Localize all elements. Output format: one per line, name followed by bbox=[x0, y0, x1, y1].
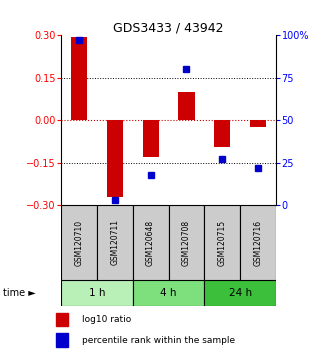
Bar bbox=[250, 120, 266, 127]
FancyBboxPatch shape bbox=[240, 205, 276, 280]
Text: 4 h: 4 h bbox=[160, 288, 177, 298]
FancyBboxPatch shape bbox=[204, 205, 240, 280]
Text: GSM120648: GSM120648 bbox=[146, 219, 155, 266]
Text: percentile rank within the sample: percentile rank within the sample bbox=[82, 336, 235, 345]
Text: time ►: time ► bbox=[3, 288, 36, 298]
Text: GSM120715: GSM120715 bbox=[218, 219, 227, 266]
Bar bbox=[178, 92, 195, 120]
Text: 24 h: 24 h bbox=[229, 288, 252, 298]
FancyBboxPatch shape bbox=[61, 205, 97, 280]
Bar bbox=[214, 120, 230, 147]
Bar bbox=[56, 313, 68, 326]
Title: GDS3433 / 43942: GDS3433 / 43942 bbox=[113, 21, 224, 34]
Text: GSM120716: GSM120716 bbox=[254, 219, 263, 266]
Bar bbox=[71, 37, 87, 120]
FancyBboxPatch shape bbox=[133, 280, 204, 306]
Bar bbox=[56, 333, 68, 347]
FancyBboxPatch shape bbox=[133, 205, 169, 280]
Text: log10 ratio: log10 ratio bbox=[82, 315, 131, 324]
Text: 1 h: 1 h bbox=[89, 288, 105, 298]
FancyBboxPatch shape bbox=[204, 280, 276, 306]
Text: GSM120710: GSM120710 bbox=[74, 219, 83, 266]
Bar bbox=[107, 120, 123, 197]
Bar bbox=[143, 120, 159, 157]
FancyBboxPatch shape bbox=[169, 205, 204, 280]
FancyBboxPatch shape bbox=[97, 205, 133, 280]
FancyBboxPatch shape bbox=[61, 280, 133, 306]
Text: GSM120708: GSM120708 bbox=[182, 219, 191, 266]
Text: GSM120711: GSM120711 bbox=[110, 219, 119, 266]
